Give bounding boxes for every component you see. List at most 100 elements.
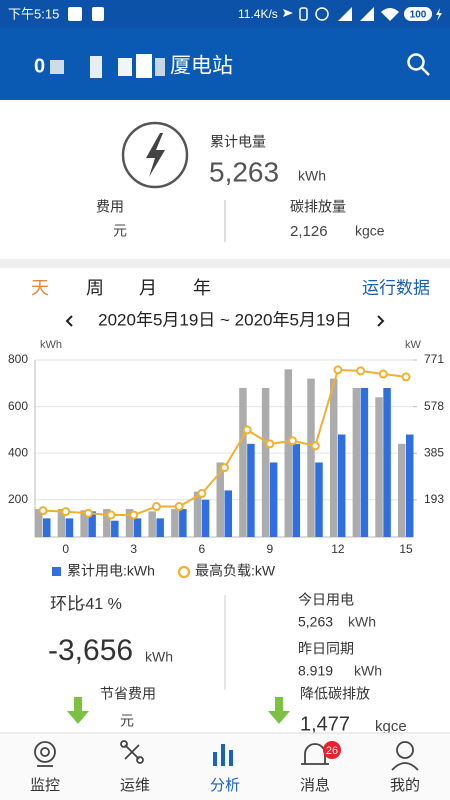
legend-label: 最高负载:kW [195,563,276,579]
app-header [0,28,450,100]
nav-item[interactable]: 消息 [300,777,330,794]
next-date[interactable] [377,315,385,327]
bar [43,518,51,537]
diff-value: -3,656 [48,634,133,667]
line-marker [288,436,298,446]
charging-icon [436,8,442,21]
status-app-icon [68,7,82,21]
saving-unit: 元 [120,713,134,729]
mom-label: 环比 [50,594,84,613]
bar [133,518,142,537]
bar [406,434,414,537]
nav-item[interactable]: 监控 [30,777,60,794]
today-value: 5,263 [298,614,333,630]
total-value: 5,263 [209,156,279,187]
yesterday-unit: kWh [354,663,382,679]
station-prefix: 0 [34,55,45,77]
y2-axis-label: kW [405,339,422,351]
line-marker [151,502,161,512]
bar [156,518,164,537]
y2-tick-label: 578 [424,399,444,413]
line-marker [220,463,229,473]
bar [103,509,111,537]
carbon-label: 碳排放量 [290,199,346,215]
bar [111,520,119,537]
bar [247,443,255,537]
bar [179,509,187,537]
line-marker [378,369,388,379]
status-app-icon [92,7,104,21]
section-gap [0,259,450,268]
line-marker [174,502,184,512]
nav-item[interactable]: 分析 [210,777,240,794]
y2-tick-label: 385 [424,446,444,460]
nav-item[interactable]: 我的 [390,777,420,794]
period-tab[interactable]: 年 [193,278,211,298]
bar [261,387,270,537]
battery-level: 100 [410,10,427,21]
status-speed: 11.4K/s [238,7,278,21]
line-marker [333,365,343,375]
y2-tick-label: 771 [424,352,444,366]
carbon-value: 2,126 [290,223,328,240]
line-marker [38,506,48,516]
carbon-cut-label: 降低碳排放 [300,686,370,702]
saving-label: 节省费用 [100,686,156,702]
legend-label: 累计用电:kWh [67,563,155,579]
y-tick-label: 200 [8,492,28,506]
status-bar [0,0,450,28]
date-range: 2020年5月19日 ~ 2020年5月19日 [98,310,352,329]
run-data-link[interactable]: 运行数据 [362,278,430,297]
search-button[interactable] [407,53,430,76]
y-tick-label: 600 [8,399,28,413]
prev-date[interactable] [65,315,73,327]
legend-swatch [52,567,61,576]
bar [315,462,323,537]
bar [57,509,66,537]
y-tick-label: 800 [8,352,28,366]
period-tab[interactable]: 周 [86,278,104,298]
bar [307,378,315,537]
down-arrow [268,697,290,724]
period-tab[interactable]: 月 [139,278,157,298]
nav-item[interactable]: 运维 [120,777,150,794]
battery [404,7,432,21]
legend-swatch [177,565,191,579]
station-title: 厦电站 [170,55,233,78]
today-unit: kWh [348,614,376,630]
bar [88,511,96,537]
bar [352,387,361,537]
line-marker [356,366,366,376]
bar [193,491,202,537]
x-tick-label: 9 [267,542,274,556]
carbon-unit: kgce [355,223,385,239]
bar [383,387,391,537]
x-tick-label: 6 [198,542,205,556]
line-marker [401,372,411,382]
period-tab[interactable]: 天 [31,278,49,298]
nav-items: 监控 运维 分析 消息 我的 [30,777,420,794]
line-marker [129,510,139,520]
y-axis-label: kWh [40,339,62,351]
bar [216,462,224,537]
y-tick-label: 400 [8,445,28,459]
carbon-cut-unit: kgce [375,718,407,735]
line-marker [310,441,320,451]
bar [65,518,74,537]
energy-icon [121,121,189,189]
status-icons [283,7,399,21]
x-tick-label: 15 [399,542,413,556]
bar [80,510,88,537]
bar [375,397,383,537]
bar [35,509,43,537]
yesterday-value: 8.919 [298,663,333,679]
bar [125,509,134,537]
bar [269,462,278,537]
bar [148,511,156,537]
bar [201,499,210,537]
chart: kWh kW 200 400 600 800 193 385 578 771 0 3 6 9 12 15 累计用… [8,339,444,579]
cost-unit: 元 [113,223,127,239]
badge [323,741,341,759]
bar [329,378,338,537]
